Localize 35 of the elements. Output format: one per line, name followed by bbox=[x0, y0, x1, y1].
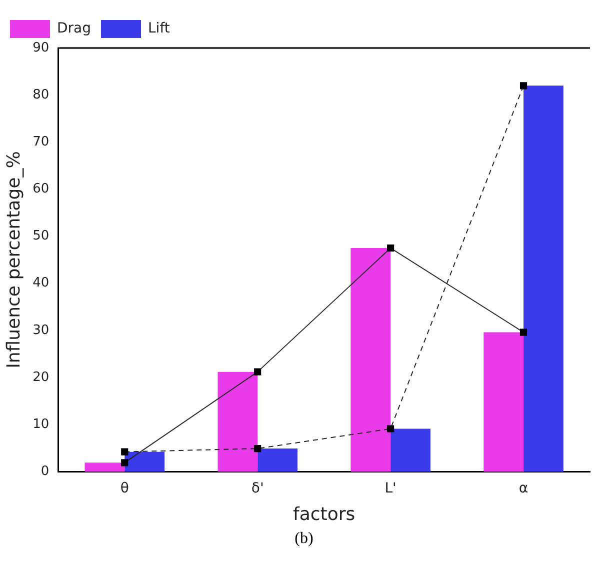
y-tick-label: 10 bbox=[32, 416, 50, 432]
bar bbox=[84, 462, 125, 472]
y-tick-label: 70 bbox=[32, 134, 50, 150]
legend-label: Drag bbox=[57, 20, 92, 37]
point bbox=[387, 425, 394, 432]
bar bbox=[390, 428, 430, 472]
point bbox=[387, 244, 394, 252]
bar bbox=[524, 86, 564, 472]
point bbox=[121, 448, 128, 456]
y-tick-label: 90 bbox=[32, 40, 50, 56]
text: (b) bbox=[294, 530, 314, 548]
point bbox=[520, 328, 528, 336]
bar bbox=[218, 372, 258, 472]
legend-label: Lift bbox=[148, 20, 170, 37]
y-tick-label: 20 bbox=[32, 370, 50, 385]
x-tick-label: L' bbox=[384, 480, 396, 497]
x-axis-title: factors bbox=[293, 504, 356, 525]
bar bbox=[124, 452, 165, 472]
y-tick-label: 0 bbox=[40, 464, 50, 479]
y-tick-label: 30 bbox=[32, 322, 50, 338]
x-tick-label: α bbox=[518, 480, 528, 497]
x-tick-label: θ bbox=[120, 480, 129, 497]
point bbox=[121, 459, 128, 466]
point bbox=[254, 445, 262, 452]
y-axis-title: Influence percentage_% bbox=[3, 151, 24, 368]
x-tick-label: δ' bbox=[251, 480, 264, 497]
y-tick-label: 80 bbox=[32, 87, 50, 102]
y-tick-label: 40 bbox=[32, 276, 50, 291]
bar bbox=[350, 248, 391, 472]
point bbox=[254, 368, 262, 376]
point bbox=[520, 82, 528, 90]
y-tick-label: 60 bbox=[32, 182, 50, 197]
bar bbox=[258, 448, 298, 472]
y-tick-label: 50 bbox=[32, 228, 50, 244]
bar bbox=[484, 332, 524, 472]
